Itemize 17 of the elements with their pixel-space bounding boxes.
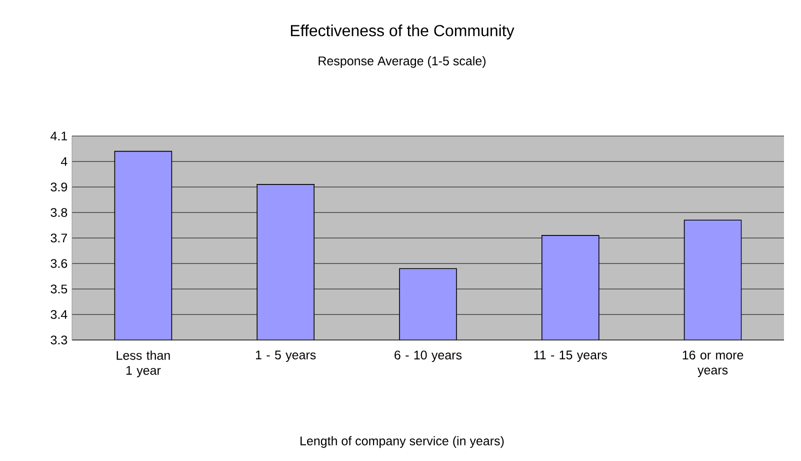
y-tick-label: 3.5: [50, 284, 68, 294]
x-tick-label: 11 - 15 years: [534, 350, 607, 362]
y-tick-label: 3.8: [50, 208, 68, 217]
x-tick-label: 1 - 5 years: [256, 350, 316, 362]
x-tick-label: Less than 1 year: [116, 350, 170, 378]
y-tick-label: 3.4: [50, 310, 68, 319]
y-tick-label: 4.1: [50, 132, 68, 140]
y-tick-label: 3.7: [50, 234, 68, 242]
x-tick-label: 6 - 10 years: [394, 350, 462, 362]
chart-title: Effectiveness of the Community: [290, 24, 514, 40]
y-tick-label: 3.3: [50, 336, 68, 344]
chart-subtitle: Response Average (1-5 scale): [318, 56, 486, 68]
x-axis-title: Length of company service (in years): [300, 436, 504, 448]
y-tick-label: 4: [60, 157, 68, 166]
y-tick-label: 3.9: [50, 182, 68, 192]
y-tick-label: 3.6: [50, 259, 68, 268]
x-tick-label: 16 or more years: [682, 350, 744, 377]
